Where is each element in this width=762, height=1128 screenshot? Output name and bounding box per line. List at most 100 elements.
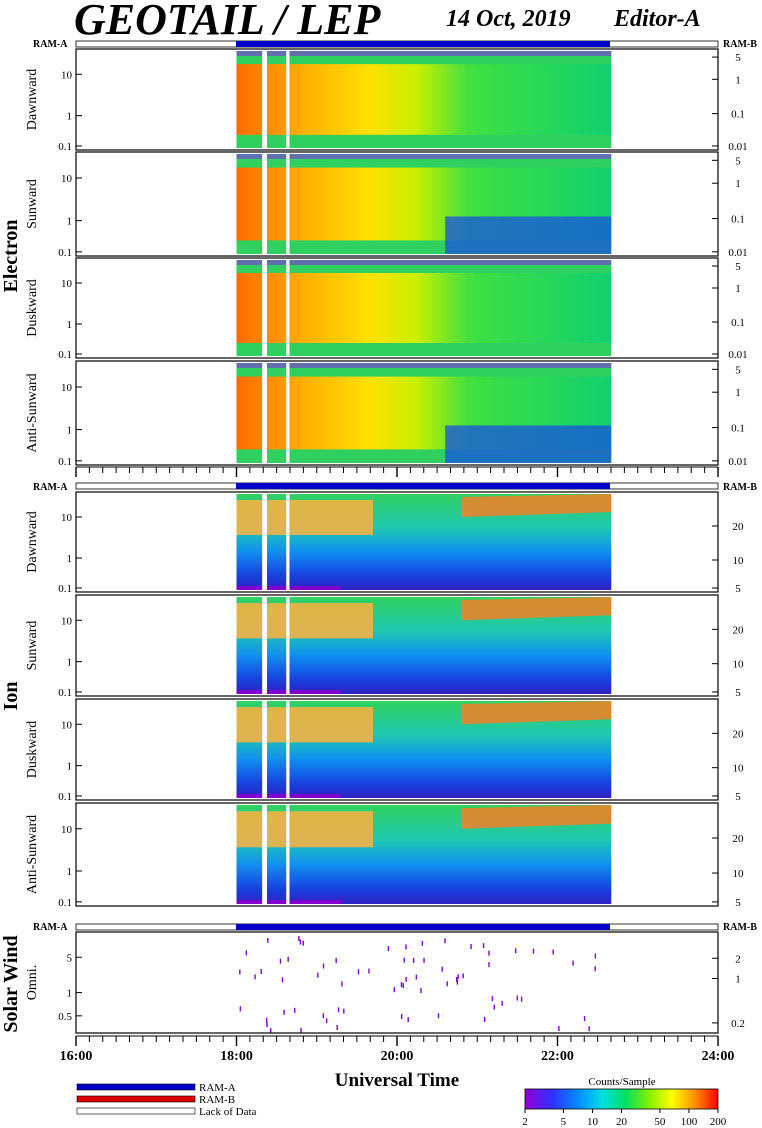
y-tick-label: 1: [735, 387, 741, 399]
spectrogram-fill: [236, 51, 612, 56]
spectrogram-fill: [461, 701, 612, 725]
sw-count-mark: [335, 958, 337, 964]
spectrogram-fill: [461, 805, 612, 829]
sw-count-mark: [403, 957, 405, 963]
data-gap: [286, 700, 290, 799]
legend-swatch-ram-a: [76, 1083, 196, 1091]
y-tick-label: 1: [735, 283, 741, 295]
panel-label: Anti-Sunward: [25, 815, 40, 894]
y-tick-label: 20: [733, 728, 745, 740]
sw-count-mark: [488, 962, 490, 968]
panel-label: Duskward: [25, 279, 40, 337]
sw-count-mark: [583, 1016, 586, 1022]
spectrogram-fill: [236, 273, 612, 343]
sw-count-mark: [532, 948, 535, 954]
sw-count-mark: [341, 981, 343, 987]
sw-count-mark: [343, 1008, 345, 1014]
colorbar-tick-label: 100: [681, 1116, 698, 1128]
sw-count-mark: [287, 956, 289, 962]
panel-label: Omni.: [25, 965, 40, 1000]
ram-bar-ion: RAM-A RAM-B: [33, 482, 757, 493]
y-tick-label: 1: [67, 216, 73, 228]
y-tick-label: 1: [67, 761, 73, 773]
spectrogram-fill: [236, 154, 612, 159]
colorbar-gradient: [524, 1088, 719, 1110]
data-gap: [262, 596, 267, 695]
y-tick-label: 0.1: [58, 897, 72, 909]
figure-date: 14 Oct, 2019: [446, 6, 571, 32]
legend: RAM-A RAM-B Lack of Data: [76, 1082, 257, 1118]
sw-count-mark: [281, 977, 284, 983]
y-tick-label: 10: [733, 659, 745, 671]
y-tick-label: 20: [733, 521, 745, 533]
sw-count-mark: [267, 937, 269, 943]
ram-bar-solar-wind: RAM-A RAM-B: [33, 922, 757, 933]
group-label-electron: Electron: [0, 220, 22, 293]
sw-count-mark: [420, 988, 422, 994]
y-tick-label: 5: [735, 364, 741, 376]
panel-electron-duskward: Duskward 10 1 0.1 5 1 0.1 0.01: [25, 257, 748, 361]
y-tick-label: 0.1: [58, 687, 72, 699]
data-gap: [286, 153, 290, 255]
sw-count-mark: [325, 1018, 328, 1024]
data-gap: [286, 596, 290, 695]
y-tick-label: 2: [735, 953, 741, 965]
ram-a-label: RAM-A: [33, 922, 68, 933]
sw-count-mark: [520, 996, 523, 1002]
panel-frame: [75, 594, 719, 697]
x-tick-labels: 16:00 18:00 20:00 22:00 24:00: [60, 1049, 735, 1064]
sw-count-mark: [402, 983, 405, 989]
data-gap: [262, 493, 267, 591]
data-gap: [262, 259, 267, 357]
colorbar-tick-label: 20: [616, 1116, 628, 1128]
data-gap: [286, 804, 290, 905]
sw-count-mark: [441, 966, 443, 972]
y-tick-label: 20: [733, 624, 745, 636]
y-tick-label: 5: [735, 687, 741, 699]
panel-ion-anti-sunward: Anti-Sunward 10 1 0.1 20 10 5: [25, 802, 744, 909]
panel-label: Anti-Sunward: [25, 373, 40, 452]
sw-count-mark: [283, 1009, 285, 1015]
y-tick-label: 10: [61, 382, 73, 394]
sw-count-mark: [488, 950, 490, 956]
y-tick-label: 1: [735, 973, 741, 985]
y-tick-label: 1: [67, 111, 73, 123]
y-tick-label: 0.1: [58, 247, 72, 259]
colorbar-tick-label: 2: [522, 1116, 528, 1128]
panel-ion-duskward: Duskward 10 1 0.1 20 10 5: [25, 698, 745, 803]
figure-editor: Editor-A: [613, 6, 701, 32]
sw-count-mark: [514, 948, 517, 954]
panel-frame: [75, 802, 719, 907]
spectrogram-fill: [445, 216, 612, 254]
x-tick-label: 20:00: [381, 1049, 414, 1064]
spectrogram-fill: [236, 64, 612, 135]
sw-count-mark: [337, 1007, 340, 1013]
y-tick-label: 0.1: [58, 141, 72, 153]
ram-bar-electron: RAM-A RAM-B: [33, 39, 757, 50]
panel-label: Duskward: [25, 721, 40, 779]
data-gap: [262, 50, 267, 149]
x-axis-label: Universal Time: [335, 1070, 459, 1091]
sw-count-mark: [412, 957, 415, 963]
panel-label: Sunward: [25, 179, 40, 229]
y-tick-label: 5: [735, 897, 741, 909]
y-tick-label: 1: [67, 988, 73, 1000]
sw-count-mark: [405, 944, 407, 950]
sw-count-mark: [407, 1017, 409, 1023]
panel-frame: [75, 257, 719, 359]
panel-label: Dawnward: [25, 69, 40, 130]
sw-count-mark: [462, 973, 464, 979]
spectrogram-fill: [236, 707, 373, 743]
ram-b-label: RAM-B: [723, 482, 757, 493]
y-tick-label: 10: [733, 763, 745, 775]
colorbar-title: Counts/Sample: [588, 1076, 655, 1088]
sw-count-mark: [298, 936, 300, 942]
y-tick-label: 0.1: [58, 456, 72, 468]
sw-count-mark: [594, 966, 596, 972]
y-tick-label: 10: [61, 69, 73, 81]
figure-title: GEOTAIL / LEP: [74, 0, 382, 44]
panel-frame: [75, 360, 719, 466]
y-tick-label: 0.01: [728, 141, 747, 153]
colorbar-tick-label: 200: [710, 1116, 727, 1128]
sw-count-mark: [266, 1022, 268, 1028]
